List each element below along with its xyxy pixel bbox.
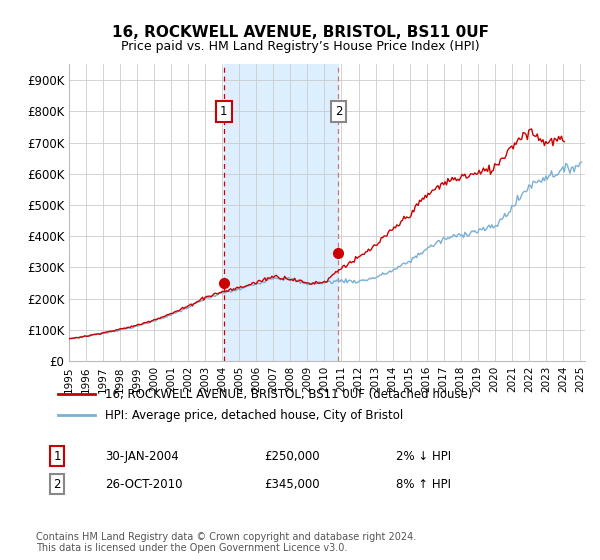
Text: 1: 1 [53, 450, 61, 463]
Text: 16, ROCKWELL AVENUE, BRISTOL, BS11 0UF (detached house): 16, ROCKWELL AVENUE, BRISTOL, BS11 0UF (… [106, 388, 473, 400]
Text: £250,000: £250,000 [264, 450, 320, 463]
Text: 2: 2 [53, 478, 61, 491]
Text: 26-OCT-2010: 26-OCT-2010 [105, 478, 182, 491]
Text: 2% ↓ HPI: 2% ↓ HPI [396, 450, 451, 463]
Bar [224, 64, 338, 361]
Text: Price paid vs. HM Land Registry’s House Price Index (HPI): Price paid vs. HM Land Registry’s House … [121, 40, 479, 53]
Text: £345,000: £345,000 [264, 478, 320, 491]
Text: Contains HM Land Registry data © Crown copyright and database right 2024.
This d: Contains HM Land Registry data © Crown c… [36, 531, 416, 553]
Text: HPI: Average price, detached house, City of Bristol: HPI: Average price, detached house, City… [106, 409, 404, 422]
Text: 1: 1 [220, 105, 227, 118]
Text: 16, ROCKWELL AVENUE, BRISTOL, BS11 0UF: 16, ROCKWELL AVENUE, BRISTOL, BS11 0UF [112, 25, 488, 40]
Text: 8% ↑ HPI: 8% ↑ HPI [396, 478, 451, 491]
Text: 30-JAN-2004: 30-JAN-2004 [105, 450, 179, 463]
Text: 2: 2 [335, 105, 342, 118]
